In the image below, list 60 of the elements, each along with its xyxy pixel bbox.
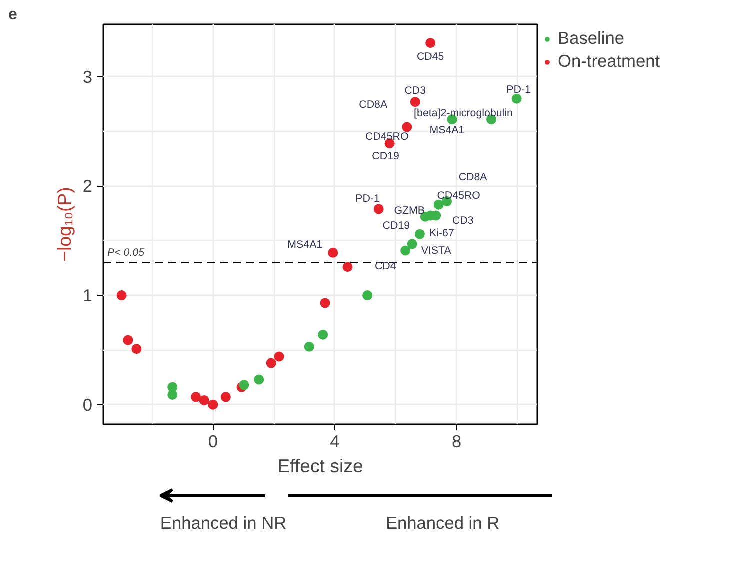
point — [208, 400, 218, 410]
point — [410, 97, 420, 108]
annotation: Ki-67 — [430, 227, 454, 240]
point — [374, 204, 384, 214]
x-axis-title: Effect size — [278, 456, 364, 476]
annotation: CD19 — [382, 220, 410, 232]
legend-label: On-treatment — [558, 51, 660, 72]
point — [414, 229, 425, 240]
point — [168, 390, 178, 400]
annotation: CD45RO — [437, 190, 480, 202]
point — [220, 392, 231, 402]
annotation: GZMB — [394, 204, 426, 217]
point — [199, 395, 210, 406]
x-tick-label: 4 — [330, 432, 340, 452]
ref-line-label: P< 0.05 — [108, 246, 145, 259]
point — [328, 248, 338, 258]
point — [274, 352, 284, 362]
point — [407, 239, 418, 250]
point — [426, 38, 436, 48]
annotation: CD45 — [416, 51, 444, 64]
annotation: MS4A1 — [430, 124, 465, 137]
y-tick-label: 2 — [82, 176, 93, 196]
point — [434, 200, 444, 210]
point — [239, 380, 250, 390]
x-tick-label: 8 — [452, 432, 462, 452]
annotation: CD3 — [452, 214, 474, 227]
chart-title: e — [8, 6, 18, 24]
annotation: MS4A1 — [288, 238, 323, 251]
point — [191, 392, 202, 402]
annotation: PD-1 — [506, 84, 532, 96]
point — [132, 344, 142, 354]
annotation: PD-1 — [356, 193, 380, 206]
text: Enhanced in R — [386, 513, 500, 533]
annotation: CD8A — [359, 99, 388, 112]
point — [266, 358, 276, 368]
annotation: CD3 — [404, 85, 426, 98]
y-tick-label: 1 — [82, 286, 93, 306]
point — [342, 262, 353, 272]
x-tick-label: 0 — [208, 432, 218, 452]
point — [320, 298, 330, 308]
annotation: CD8A — [458, 172, 488, 184]
annotation: [beta]2-microglobulin — [414, 108, 514, 120]
y-tick-label: 0 — [82, 394, 93, 415]
annotation: VISTA — [421, 245, 452, 258]
point — [116, 290, 127, 301]
point — [400, 246, 411, 256]
point — [123, 335, 134, 346]
point — [402, 122, 412, 132]
point — [512, 94, 522, 104]
point — [318, 330, 328, 340]
annotation: CD45RO — [366, 131, 409, 144]
y-axis-title: −log₁₀(P) — [54, 187, 75, 262]
annotation: CD4 — [374, 260, 396, 273]
y-tick-label: 3 — [82, 66, 93, 87]
text: Enhanced in NR — [160, 513, 287, 533]
point — [362, 290, 373, 301]
point — [304, 342, 314, 352]
annotation: CD19 — [372, 150, 400, 163]
point — [254, 374, 264, 385]
legend-label: Baseline — [558, 28, 624, 49]
